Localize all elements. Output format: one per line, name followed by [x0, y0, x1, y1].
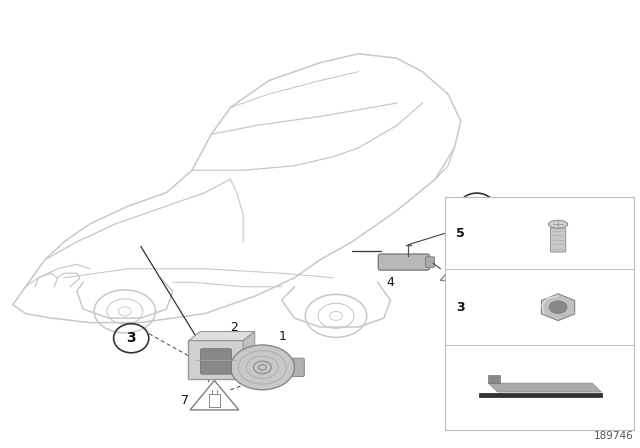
Text: 5: 5 [456, 227, 465, 240]
Polygon shape [243, 332, 255, 379]
Text: 3: 3 [126, 331, 136, 345]
Text: 6: 6 [483, 264, 491, 278]
Text: 3: 3 [456, 301, 465, 314]
Bar [445, 197, 634, 430]
Polygon shape [541, 294, 575, 321]
Text: 1: 1 [278, 330, 286, 343]
FancyBboxPatch shape [426, 257, 435, 267]
Polygon shape [440, 256, 481, 280]
FancyBboxPatch shape [550, 228, 566, 252]
Text: 2: 2 [230, 321, 238, 334]
Polygon shape [189, 332, 255, 340]
Text: 189746: 189746 [594, 431, 634, 441]
Polygon shape [488, 383, 602, 392]
Circle shape [230, 345, 294, 390]
Ellipse shape [548, 220, 568, 228]
FancyBboxPatch shape [378, 254, 429, 270]
Text: 5: 5 [472, 201, 482, 215]
FancyBboxPatch shape [287, 358, 305, 376]
FancyBboxPatch shape [200, 349, 232, 374]
Text: 4: 4 [387, 276, 394, 289]
Polygon shape [190, 380, 239, 410]
Bar [479, 393, 602, 397]
Text: 7: 7 [180, 394, 189, 408]
Bar [488, 375, 500, 383]
Circle shape [549, 301, 567, 314]
FancyBboxPatch shape [188, 340, 244, 379]
